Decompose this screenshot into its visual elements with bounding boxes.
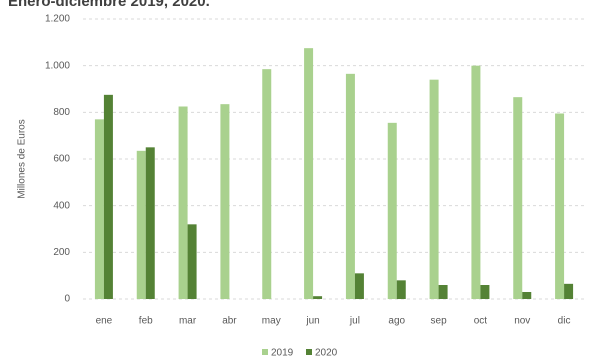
bar bbox=[396, 280, 406, 299]
bar bbox=[145, 147, 155, 299]
x-tick-label: mar bbox=[179, 316, 197, 327]
x-tick-label: dic bbox=[558, 316, 571, 327]
x-tick-label: sep bbox=[431, 316, 448, 327]
y-tick-label: 200 bbox=[53, 247, 70, 258]
y-tick-label: 600 bbox=[53, 154, 70, 165]
x-tick-label: ene bbox=[96, 316, 113, 327]
bar bbox=[178, 106, 188, 299]
bar bbox=[136, 150, 146, 299]
bar bbox=[480, 285, 490, 299]
bar bbox=[387, 122, 397, 299]
x-tick-label: nov bbox=[514, 316, 530, 327]
x-tick-label: may bbox=[262, 316, 281, 327]
x-tick-label: jul bbox=[349, 316, 360, 327]
bar bbox=[564, 283, 574, 299]
bar bbox=[555, 113, 565, 299]
bar bbox=[522, 292, 532, 299]
legend-swatch bbox=[262, 349, 268, 355]
bar bbox=[304, 48, 314, 299]
bar bbox=[103, 94, 113, 299]
y-tick-label: 1.200 bbox=[45, 14, 70, 25]
bar bbox=[513, 97, 523, 300]
bar bbox=[94, 119, 104, 299]
x-tick-label: ago bbox=[388, 316, 405, 327]
bar bbox=[345, 73, 355, 299]
x-tick-label: jun bbox=[305, 316, 319, 327]
x-tick-label: feb bbox=[139, 316, 153, 327]
bar bbox=[354, 273, 364, 299]
y-tick-label: 400 bbox=[53, 200, 70, 211]
bar bbox=[313, 296, 323, 299]
bar bbox=[438, 285, 448, 299]
x-tick-label: abr bbox=[222, 316, 237, 327]
legend-label: 2019 bbox=[271, 348, 294, 359]
y-tick-label: 1.000 bbox=[45, 60, 70, 71]
bar bbox=[187, 224, 197, 299]
legend-label: 2020 bbox=[315, 348, 338, 359]
bar bbox=[262, 69, 272, 300]
bar bbox=[429, 79, 439, 300]
y-axis-label: Millones de Euros bbox=[17, 119, 28, 198]
legend-swatch bbox=[306, 349, 312, 355]
x-tick-label: oct bbox=[474, 316, 488, 327]
chart-title: Enero-diciembre 2019, 2020. bbox=[8, 0, 210, 10]
bar bbox=[220, 104, 230, 300]
y-tick-label: 0 bbox=[64, 294, 70, 305]
y-tick-label: 800 bbox=[53, 107, 70, 118]
bar bbox=[471, 65, 481, 300]
